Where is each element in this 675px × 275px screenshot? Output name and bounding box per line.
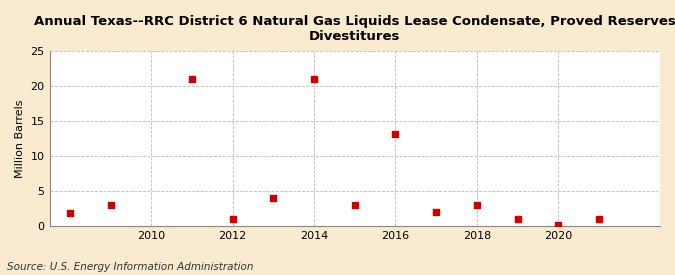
Text: Source: U.S. Energy Information Administration: Source: U.S. Energy Information Administ… xyxy=(7,262,253,272)
Point xyxy=(186,77,197,81)
Title: Annual Texas--RRC District 6 Natural Gas Liquids Lease Condensate, Proved Reserv: Annual Texas--RRC District 6 Natural Gas… xyxy=(34,15,675,43)
Point xyxy=(553,223,564,227)
Point xyxy=(512,217,523,221)
Point xyxy=(471,203,482,207)
Point xyxy=(227,217,238,221)
Point xyxy=(308,77,319,81)
Point xyxy=(593,217,604,221)
Point xyxy=(350,203,360,207)
Point xyxy=(431,210,441,214)
Y-axis label: Million Barrels: Million Barrels xyxy=(15,99,25,178)
Point xyxy=(390,132,401,136)
Point xyxy=(65,211,76,216)
Point xyxy=(268,196,279,200)
Point xyxy=(105,203,116,207)
